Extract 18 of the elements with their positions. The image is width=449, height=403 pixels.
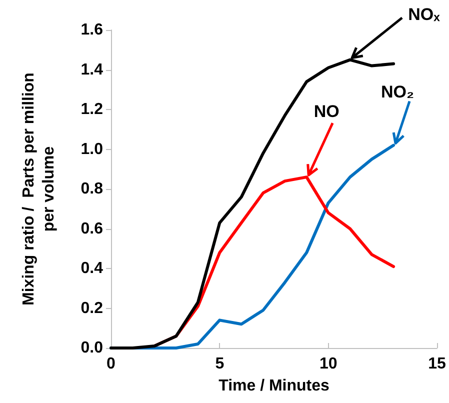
x-tick-label: 0	[106, 356, 116, 372]
y-axis-title: Mixing ratio / Parts per million per volume	[20, 72, 58, 306]
y-tick-label: 0.0	[80, 340, 104, 356]
y-tick-label: 1.0	[80, 140, 104, 158]
y-tick-label: 1.4	[80, 61, 104, 78]
text: NO	[314, 102, 340, 122]
y-tick-label: 1.6	[80, 22, 104, 38]
y-tick-label: 0.6	[80, 220, 104, 238]
y-tick-label: 0.2	[80, 300, 104, 317]
y-tick-label: 1.2	[80, 101, 104, 118]
x-tick-label: 5	[215, 356, 224, 372]
text: NO₂	[381, 82, 414, 102]
x-axis-title: Time / Minutes	[218, 378, 330, 394]
x-tick-label: 10	[319, 356, 338, 372]
text: NOₓ	[408, 4, 441, 24]
x-tick-label: 15	[428, 356, 446, 372]
y-tick-label: 0.8	[80, 180, 104, 198]
y-tick-label: 0.4	[80, 260, 104, 277]
